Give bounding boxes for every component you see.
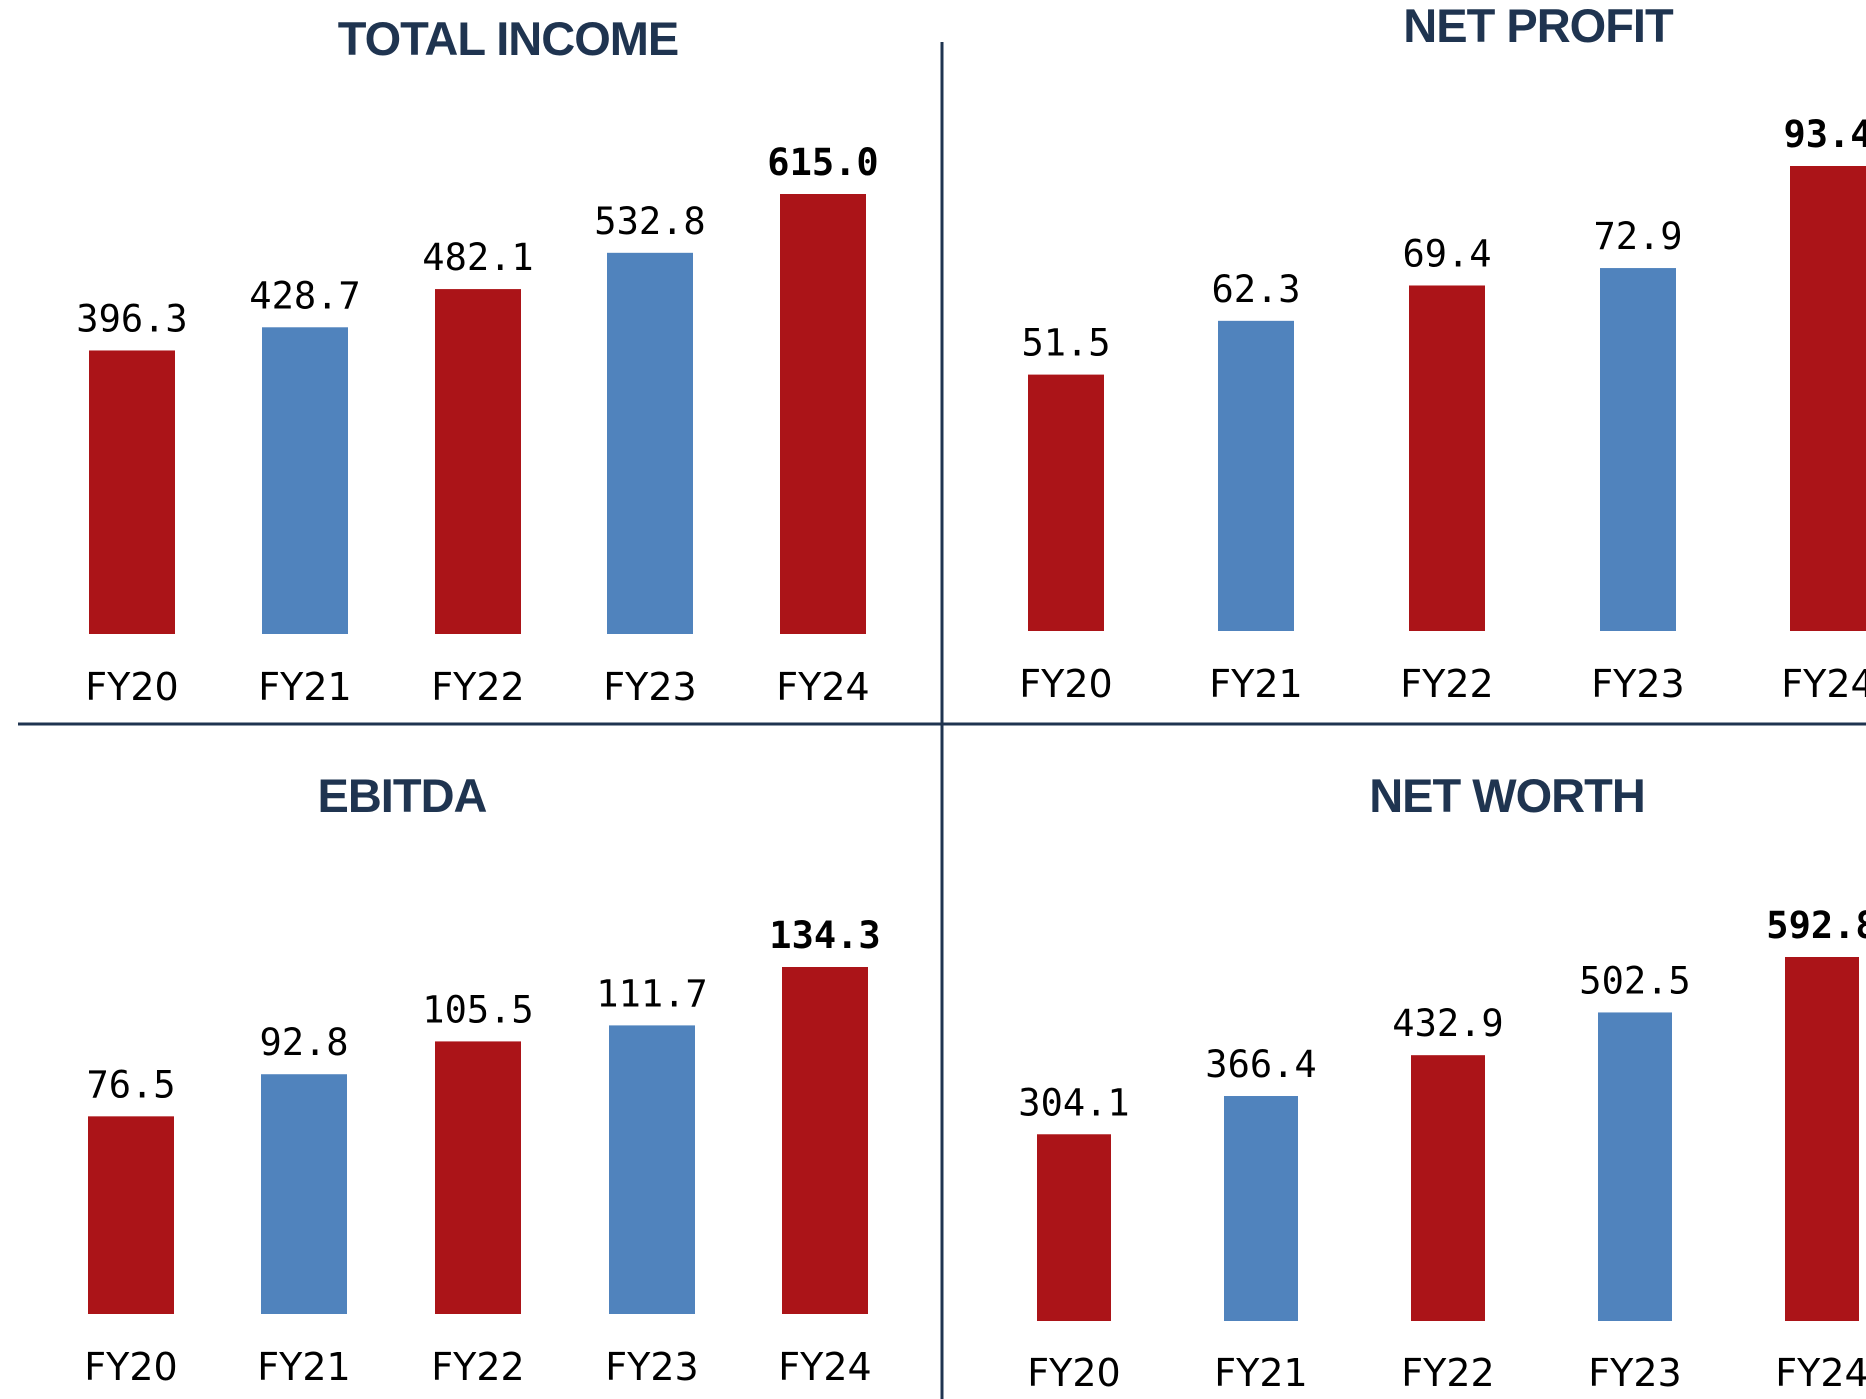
- net-worth-bar-fy21: [1224, 1096, 1298, 1321]
- ebitda-value-label-fy21: 92.8: [259, 1021, 348, 1064]
- total-income-bar-fy21: [262, 327, 348, 634]
- ebitda-bar-fy22: [435, 1041, 521, 1314]
- ebitda-bar-fy21: [261, 1074, 347, 1314]
- net-profit-bar-fy21: [1218, 320, 1294, 631]
- ebitda-title: EBITDA: [318, 769, 487, 822]
- ebitda-value-label-fy20: 76.5: [86, 1063, 175, 1106]
- total-income-category-label-fy20: FY20: [85, 665, 178, 709]
- net-profit-value-label-fy24: 93.4: [1783, 113, 1866, 156]
- net-profit-category-label-fy21: FY21: [1209, 662, 1302, 706]
- net-profit-value-label-fy23: 72.9: [1593, 215, 1682, 258]
- net-worth-bar-fy23: [1598, 1012, 1672, 1321]
- net-profit-chart: NET PROFIT 51.5 FY20 62.3 FY21 69.4 FY22 72.9 FY…: [1019, 0, 1866, 706]
- total-income-category-label-fy24: FY24: [776, 665, 869, 709]
- total-income-value-label-fy24: 615.0: [767, 141, 878, 184]
- ebitda-category-label-fy20: FY20: [84, 1345, 177, 1389]
- net-profit-title: NET PROFIT: [1403, 0, 1674, 52]
- net-worth-bar-fy22: [1411, 1055, 1485, 1321]
- total-income-chart: TOTAL INCOME 396.3 FY20 428.7 FY21 482.1 FY22 5…: [76, 12, 878, 709]
- net-worth-value-label-fy21: 366.4: [1205, 1043, 1316, 1086]
- net-worth-bar-fy20: [1037, 1134, 1111, 1321]
- ebitda-value-label-fy22: 105.5: [422, 988, 533, 1031]
- net-worth-category-label-fy21: FY21: [1214, 1351, 1307, 1395]
- ebitda-bar-fy24: [782, 967, 868, 1314]
- total-income-category-label-fy23: FY23: [603, 665, 696, 709]
- net-worth-title: NET WORTH: [1369, 769, 1645, 822]
- ebitda-bar-fy23: [609, 1025, 695, 1314]
- ebitda-category-label-fy22: FY22: [431, 1345, 524, 1389]
- net-profit-value-label-fy22: 69.4: [1402, 232, 1491, 275]
- net-worth-value-label-fy20: 304.1: [1018, 1081, 1129, 1124]
- ebitda-value-label-fy23: 111.7: [596, 972, 707, 1015]
- ebitda-category-label-fy24: FY24: [778, 1345, 871, 1389]
- net-worth-value-label-fy23: 502.5: [1579, 959, 1690, 1002]
- net-profit-category-label-fy20: FY20: [1019, 662, 1112, 706]
- net-worth-bar-fy24: [1785, 957, 1859, 1321]
- total-income-value-label-fy21: 428.7: [249, 274, 360, 317]
- net-worth-category-label-fy22: FY22: [1401, 1351, 1494, 1395]
- net-worth-chart: NET WORTH 304.1 FY20 366.4 FY21 432.9 FY22 502.…: [1018, 769, 1866, 1395]
- ebitda-bar-fy20: [88, 1116, 174, 1314]
- net-worth-category-label-fy24: FY24: [1775, 1351, 1866, 1395]
- total-income-bar-fy20: [89, 350, 175, 634]
- total-income-bar-fy24: [780, 194, 866, 634]
- net-profit-category-label-fy22: FY22: [1400, 662, 1493, 706]
- net-worth-value-label-fy22: 432.9: [1392, 1002, 1503, 1045]
- ebitda-category-label-fy23: FY23: [605, 1345, 698, 1389]
- total-income-value-label-fy20: 396.3: [76, 297, 187, 340]
- net-profit-bar-fy22: [1409, 285, 1485, 631]
- total-income-bar-fy22: [435, 289, 521, 634]
- net-worth-value-label-fy24: 592.8: [1766, 904, 1866, 947]
- net-worth-category-label-fy20: FY20: [1027, 1351, 1120, 1395]
- net-profit-value-label-fy20: 51.5: [1021, 322, 1110, 365]
- total-income-value-label-fy23: 532.8: [594, 200, 705, 243]
- net-profit-value-label-fy21: 62.3: [1211, 268, 1300, 311]
- ebitda-chart: EBITDA 76.5 FY20 92.8 FY21 105.5 FY22 111.7 FY23…: [84, 769, 880, 1389]
- net-profit-bar-fy23: [1600, 268, 1676, 631]
- ebitda-value-label-fy24: 134.3: [769, 914, 880, 957]
- net-profit-bar-fy20: [1028, 374, 1104, 631]
- net-profit-category-label-fy24: FY24: [1781, 662, 1866, 706]
- net-worth-category-label-fy23: FY23: [1588, 1351, 1681, 1395]
- net-profit-category-label-fy23: FY23: [1591, 662, 1684, 706]
- total-income-bar-fy23: [607, 252, 693, 634]
- total-income-category-label-fy21: FY21: [258, 665, 351, 709]
- ebitda-category-label-fy21: FY21: [257, 1345, 350, 1389]
- total-income-title: TOTAL INCOME: [338, 12, 679, 65]
- total-income-value-label-fy22: 482.1: [422, 236, 533, 279]
- net-profit-bar-fy24: [1790, 166, 1866, 631]
- total-income-category-label-fy22: FY22: [431, 665, 524, 709]
